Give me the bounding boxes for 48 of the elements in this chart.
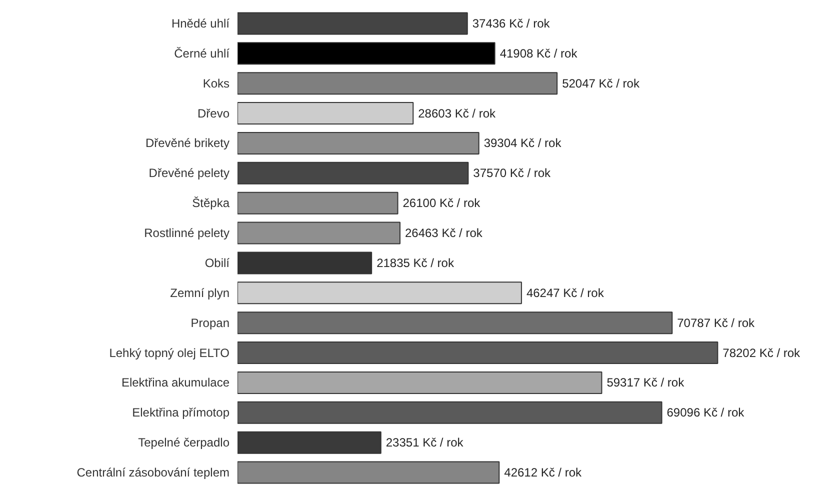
y-tick-label: Centrální zásobování teplem <box>76 466 230 480</box>
y-tick-label: Dřevo <box>197 106 230 120</box>
data-label: 21835 Kč / rok <box>376 256 455 270</box>
data-label: 69096 Kč / rok <box>666 406 746 420</box>
y-tick-label: Černé uhlí <box>174 46 230 60</box>
y-tick-label: Elektřina akumulace <box>121 376 230 390</box>
bar <box>238 282 522 304</box>
y-tick-label: Hnědé uhlí <box>171 16 230 30</box>
y-tick-label: Obilí <box>204 256 230 270</box>
bar <box>238 42 496 65</box>
data-label: 41908 Kč / rok <box>500 46 578 60</box>
y-tick-label: Elektřina přímotop <box>132 406 230 420</box>
data-label: 46247 Kč / rok <box>526 286 605 300</box>
y-tick-label: Koks <box>202 76 230 90</box>
data-label: 70787 Kč / rok <box>677 316 756 330</box>
y-tick-label: Dřevěné brikety <box>145 136 230 150</box>
bar <box>238 72 558 95</box>
y-tick-label: Rostlinné pelety <box>144 226 230 240</box>
bar <box>238 371 602 394</box>
y-tick-label: Dřevěné pelety <box>148 166 230 180</box>
bar <box>238 342 718 364</box>
y-tick-label: Zemní plyn <box>170 286 230 300</box>
bar <box>238 252 372 274</box>
bar <box>238 192 398 214</box>
bar <box>238 12 468 35</box>
bar <box>238 461 500 484</box>
bar <box>238 162 469 184</box>
data-label: 39304 Kč / rok <box>484 136 562 150</box>
y-tick-label: Lehký topný olej ELTO <box>109 346 230 360</box>
data-label: 52047 Kč / rok <box>562 76 640 90</box>
data-label: 26100 Kč / rok <box>402 196 482 210</box>
data-label: 59317 Kč / rok <box>606 376 686 390</box>
bar <box>238 222 400 244</box>
data-label: 37570 Kč / rok <box>473 166 552 180</box>
y-tick-label: Tepelné čerpadlo <box>138 436 230 450</box>
bar <box>238 132 480 154</box>
data-label: 23351 Kč / rok <box>386 436 464 450</box>
bar <box>238 102 414 125</box>
data-label: 37436 Kč / rok <box>472 16 551 30</box>
data-label: 42612 Kč / rok <box>504 466 583 480</box>
bar <box>238 401 662 424</box>
data-label: 78202 Kč / rok <box>722 346 802 360</box>
y-tick-label: Štěpka <box>192 196 230 210</box>
data-label: 26463 Kč / rok <box>404 226 484 240</box>
data-label: 28603 Kč / rok <box>418 106 497 120</box>
y-tick-label: Propan <box>190 316 230 330</box>
bar <box>238 312 673 334</box>
bar <box>238 431 382 454</box>
